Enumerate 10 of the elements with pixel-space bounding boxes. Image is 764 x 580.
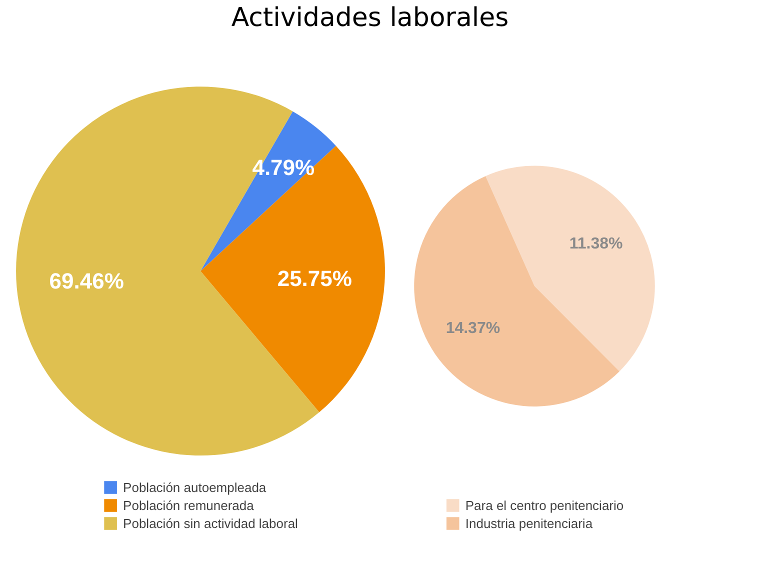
- data-label: 25.75%: [277, 266, 352, 291]
- data-label: 69.46%: [49, 268, 124, 294]
- legend-label: Industria penitenciaria: [465, 516, 593, 530]
- legend-label: Población remunerada: [123, 498, 254, 512]
- legend-label: Población sin actividad laboral: [123, 516, 298, 530]
- legend-label: Para el centro penitenciario: [465, 498, 624, 512]
- chart-title: Actividades laborales: [231, 2, 509, 35]
- data-label: 14.37%: [446, 320, 500, 337]
- data-label: 11.38%: [569, 235, 623, 252]
- legend-label: Población autoempleada: [123, 480, 266, 494]
